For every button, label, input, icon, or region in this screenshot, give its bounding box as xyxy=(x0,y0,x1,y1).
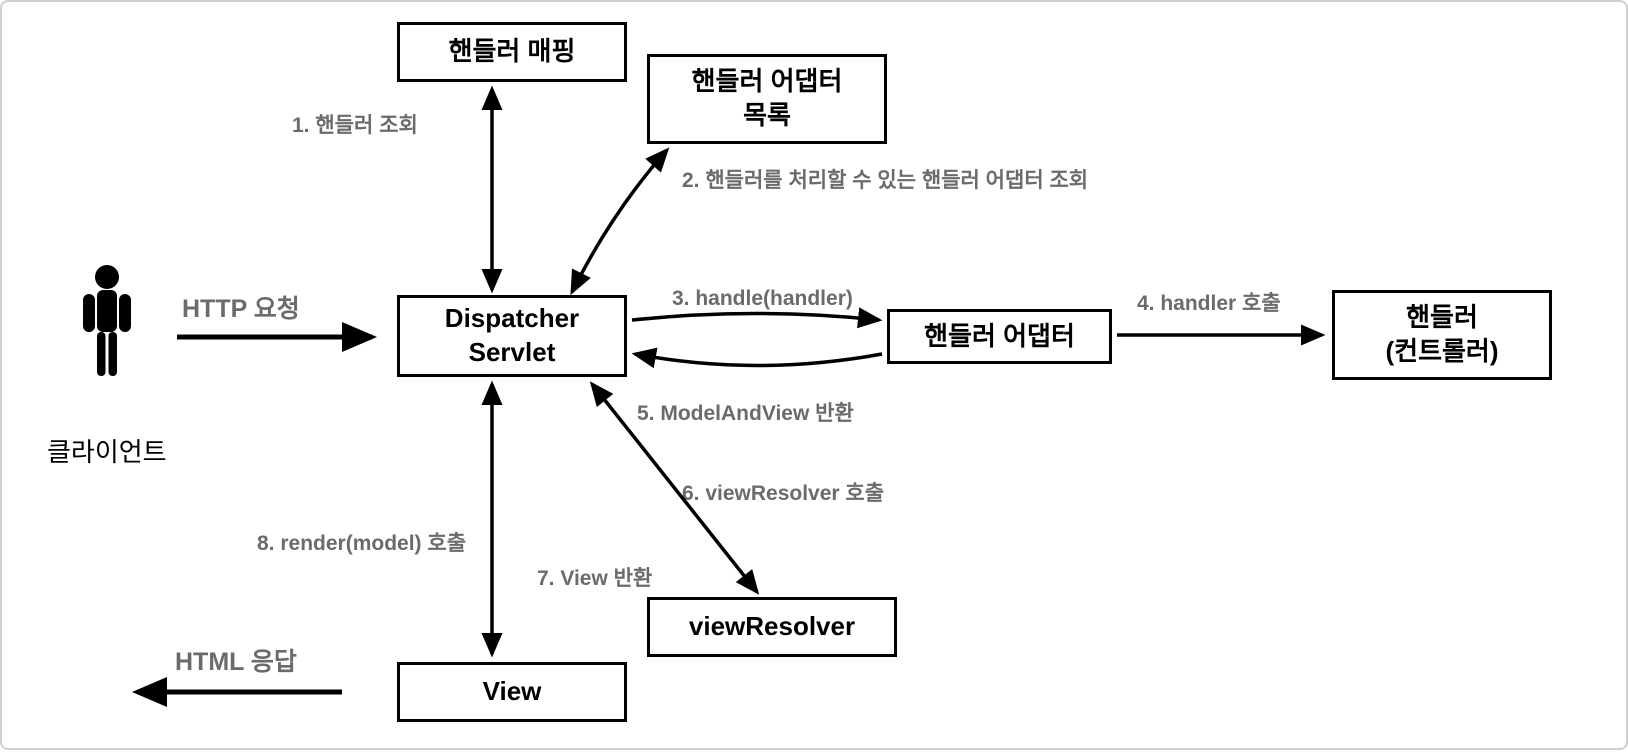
step3-label: 3. handle(handler) xyxy=(672,287,853,311)
handler-mapping-box: 핸들러 매핑 xyxy=(397,22,627,82)
http-request-label: HTTP 요청 xyxy=(182,289,300,325)
client-label: 클라이언트 xyxy=(47,432,167,469)
handler-mapping-label: 핸들러 매핑 xyxy=(449,35,576,69)
step2-arrow xyxy=(572,150,667,292)
html-response-label: HTML 응답 xyxy=(175,642,297,678)
step2-label: 2. 핸들러를 처리할 수 있는 핸들러 어댑터 조회 xyxy=(682,164,1088,194)
client-icon xyxy=(77,262,137,387)
step5-label: 5. ModelAndView 반환 xyxy=(637,397,854,427)
view-resolver-label: viewResolver xyxy=(689,610,855,644)
step1-label: 1. 핸들러 조회 xyxy=(292,109,418,139)
view-box: View xyxy=(397,662,627,722)
handler-label: 핸들러 (컨트롤러) xyxy=(1386,301,1499,369)
step4-label: 4. handler 호출 xyxy=(1137,287,1281,317)
dispatcher-servlet-label: Dispatcher Servlet xyxy=(445,302,579,370)
step7-label: 7. View 반환 xyxy=(537,562,652,592)
handler-box: 핸들러 (컨트롤러) xyxy=(1332,290,1552,380)
handler-adapter-list-box: 핸들러 어댑터 목록 xyxy=(647,54,887,144)
handler-adapter-box: 핸들러 어댑터 xyxy=(887,309,1112,364)
step6-label: 6. viewResolver 호출 xyxy=(682,477,884,507)
handler-adapter-list-label: 핸들러 어댑터 목록 xyxy=(692,65,843,133)
view-resolver-box: viewResolver xyxy=(647,597,897,657)
step5-arrow xyxy=(635,354,882,366)
view-label: View xyxy=(483,675,542,709)
dispatcher-servlet-box: Dispatcher Servlet xyxy=(397,295,627,377)
step8-label: 8. render(model) 호출 xyxy=(257,527,466,557)
step3-arrow xyxy=(632,314,879,321)
handler-adapter-label: 핸들러 어댑터 xyxy=(924,320,1075,354)
diagram-container: 클라이언트 핸들러 매핑 Dispatcher Servlet 핸들러 어댑터 … xyxy=(0,0,1628,750)
